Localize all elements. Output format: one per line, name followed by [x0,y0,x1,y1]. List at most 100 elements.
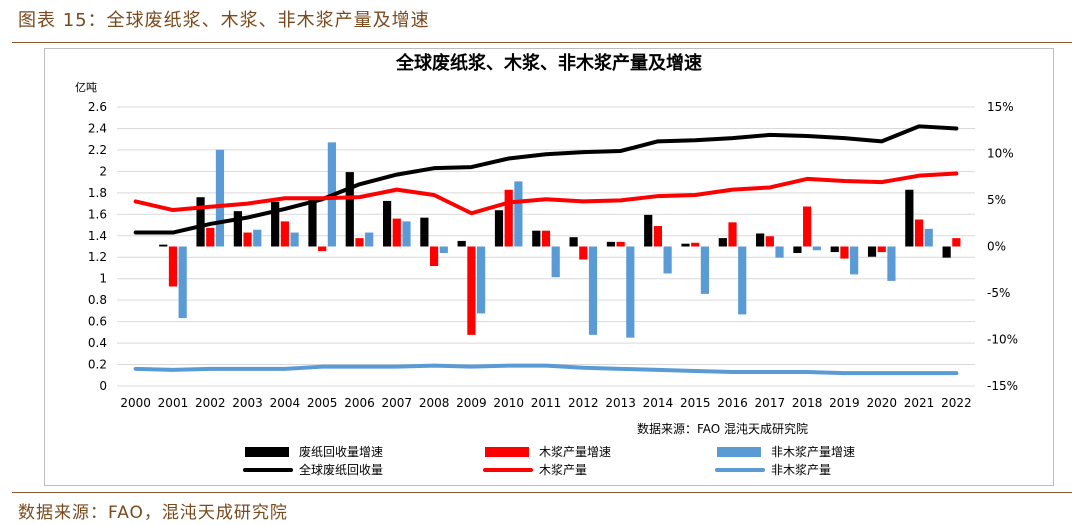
bar-1 [233,211,242,247]
right-tick-label: -5% [987,286,1010,300]
bar-2 [728,222,737,247]
bar-2 [429,246,439,267]
bar-3 [738,246,747,315]
bar-3 [887,246,896,281]
left-tick-label: 2.4 [88,121,107,135]
bar-1 [308,198,317,247]
bar-2 [318,246,327,252]
bar-2 [541,230,551,247]
bar-1 [345,172,354,247]
bar-2 [243,232,252,247]
top-divider [12,42,1072,43]
x-tick-label: 2007 [382,396,413,410]
left-tick-label: 2.2 [88,143,107,157]
bar-1 [905,189,914,247]
right-tick-label: 0% [987,240,1006,254]
x-tick-label: 2003 [232,396,263,410]
line-series-1 [133,124,959,235]
bar-3 [402,221,411,247]
left-tick-label: 0.8 [88,293,107,307]
bar-1 [606,241,616,247]
bar-1 [271,201,280,247]
x-tick-label: 2018 [792,396,823,410]
bar-3 [215,149,225,247]
x-tick-label: 2000 [120,396,151,410]
bar-2 [952,238,961,247]
left-tick-label: 0.2 [88,358,107,372]
bar-1 [942,246,951,258]
bar-1 [457,240,466,247]
x-tick-label: 2017 [755,396,786,410]
bar-3 [476,246,486,314]
bar-3 [850,246,859,275]
bar-2 [803,206,812,247]
x-tick-label: 2010 [493,396,524,410]
right-tick-label: 10% [987,147,1014,161]
chart-title: 全球废纸浆、木浆、非木浆产量及增速 [395,52,702,74]
x-tick-label: 2019 [829,396,860,410]
bar-1 [793,246,802,254]
bar-2 [765,236,774,247]
left-axis-unit: 亿吨 [75,81,97,94]
bar-1 [196,197,205,247]
x-tick-label: 2011 [531,396,562,410]
bar-3 [439,246,448,254]
bar-3 [626,246,635,338]
bar-3 [924,228,933,247]
bar-1 [420,217,429,247]
left-tick-label: 1.6 [88,207,107,221]
legend-label: 木浆产量增速 [539,444,611,459]
bar-1 [159,244,168,247]
x-tick-label: 2016 [717,396,748,410]
x-tick-label: 2009 [456,396,487,410]
bar-3 [365,232,374,247]
x-tick-label: 2013 [605,396,636,410]
x-tick-label: 2006 [344,396,375,410]
x-tick-label: 2012 [568,396,599,410]
bar-1 [756,233,765,247]
bar-2 [653,226,663,247]
bar-3 [290,232,299,247]
x-tick-label: 2020 [866,396,897,410]
bar-1 [569,237,578,247]
figure-title: 图表 15：全球废纸浆、木浆、非木浆产量及增速 [18,10,430,31]
bar-3 [178,246,187,319]
legend-swatch-bar [485,447,529,457]
legend-label: 全球废纸回收量 [299,462,383,477]
bar-1 [830,246,839,253]
x-tick-label: 2022 [941,396,972,410]
left-tick-label: 0 [99,379,107,393]
right-tick-label: -15% [987,379,1018,393]
bar-2 [168,246,178,287]
bar-1 [718,238,727,247]
chart-source-note: 数据来源：FAO 混沌天成研究院 [637,421,808,436]
bar-3 [551,246,560,278]
legend-label: 木浆产量 [539,462,587,477]
bar-1 [681,243,690,247]
bar-3 [775,246,784,258]
x-tick-label: 2014 [643,396,674,410]
x-tick-label: 2015 [680,396,711,410]
legend-swatch-bar [717,447,761,457]
left-tick-label: 2 [99,164,107,178]
x-tick-label: 2021 [904,396,935,410]
bar-2 [504,189,513,247]
bar-1 [867,246,877,257]
bar-1 [494,210,504,247]
bar-1 [382,200,392,247]
bar-2 [616,241,625,247]
bottom-divider [12,492,1072,493]
bar-2 [691,242,700,247]
bar-2 [467,246,476,335]
left-tick-label: 1 [99,272,107,286]
x-tick-label: 2001 [158,396,189,410]
bar-2 [579,246,588,260]
line-series-3 [133,363,959,376]
legend-label: 废纸回收量增速 [299,444,383,459]
x-tick-label: 2002 [195,396,226,410]
bar-2 [392,218,401,247]
x-tick-label: 2004 [270,396,301,410]
left-tick-label: 0.6 [88,315,107,329]
legend-swatch-bar [245,447,289,457]
